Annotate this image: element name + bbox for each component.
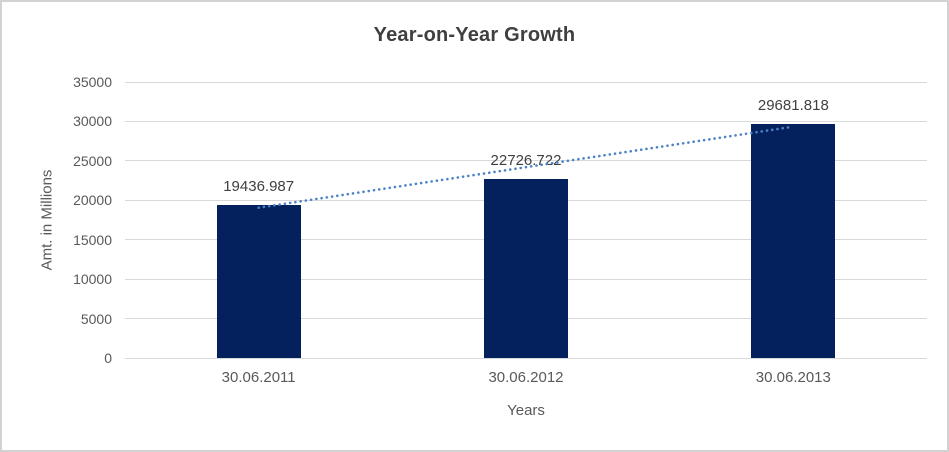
- gridline-30000: [125, 120, 927, 122]
- y-tick-label-0: 0: [104, 350, 112, 366]
- x-axis-title: Years: [507, 402, 545, 419]
- chart-title: Year-on-Year Growth: [373, 24, 576, 46]
- y-tick-label-25000: 25000: [73, 152, 112, 169]
- bar-30.06.2012: [484, 178, 568, 358]
- x-tick-label-30.06.2012: 30.06.2012: [488, 369, 564, 386]
- bar-30.06.2013: [751, 123, 836, 358]
- data-label-30.06.2013: 29681.818: [757, 96, 829, 114]
- gridline-35000: [125, 81, 927, 83]
- bar-30.06.2011: [216, 204, 301, 358]
- y-tick-label-15000: 15000: [73, 231, 112, 248]
- y-tick-label-10000: 10000: [73, 271, 112, 288]
- x-tick-label-30.06.2011: 30.06.2011: [221, 369, 296, 386]
- x-tick-label-30.06.2013: 30.06.2013: [755, 369, 831, 386]
- y-tick-label-5000: 5000: [80, 310, 112, 327]
- y-tick-label-20000: 20000: [73, 192, 112, 209]
- y-tick-label-30000: 30000: [73, 113, 112, 130]
- gridline-0: [125, 357, 927, 359]
- y-tick-label-35000: 35000: [73, 74, 112, 90]
- data-label-30.06.2012: 22726.722: [490, 151, 562, 169]
- data-label-30.06.2011: 19436.987: [223, 177, 295, 195]
